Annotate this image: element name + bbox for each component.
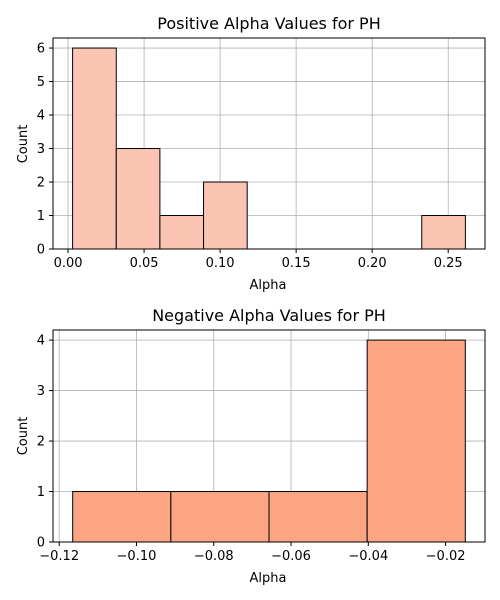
histogram-bar [203,181,248,250]
y-axis-label: Count [16,417,31,456]
y-tick-label: 3 [37,384,45,399]
x-tick-label: −0.06 [271,549,311,564]
histogram-bar [115,148,161,250]
histogram-bar [366,339,466,543]
x-axis-label: Alpha [250,278,287,293]
x-tick-label: −0.12 [39,549,79,564]
y-tick-label: 5 [37,75,45,90]
x-axis-label: Alpha [250,571,287,586]
chart-title: Negative Alpha Values for PH [152,306,386,325]
x-tick-label: −0.08 [194,549,234,564]
y-tick-label: 2 [37,176,45,191]
histogram-bar [72,491,172,543]
y-axis-label: Count [16,125,31,164]
y-tick-label: 1 [37,485,45,500]
axes-frame [52,37,486,250]
y-tick-label: 4 [37,334,45,349]
chart-negative-alpha: Negative Alpha Values for PH Alpha Count… [16,306,486,586]
chart-title: Positive Alpha Values for PH [157,14,380,33]
histogram-bar [72,47,117,250]
y-tick-label: 1 [37,209,45,224]
y-tick-label: 2 [37,435,45,450]
x-tick-label: 0.25 [434,256,463,271]
y-tick-label: 0 [37,536,45,551]
x-tick-label: 0.05 [130,256,159,271]
x-tick-label: −0.04 [348,549,388,564]
bars [72,47,466,250]
histogram-bar [421,215,466,250]
axes-frame [52,329,486,543]
x-tick-label: −0.10 [117,549,157,564]
y-tick-label: 6 [37,42,45,57]
histogram-bar [268,491,368,543]
x-tick-label: 0.15 [282,256,311,271]
x-tick-label: −0.02 [426,549,466,564]
y-tick-label: 0 [37,243,45,258]
x-tick-label: 0.00 [54,256,83,271]
histogram-bar [159,215,205,250]
y-tick-label: 4 [37,109,45,124]
x-tick-label: 0.20 [358,256,387,271]
y-tick-label: 3 [37,142,45,157]
chart-positive-alpha: Positive Alpha Values for PH Alpha Count… [16,14,486,293]
x-tick-label: 0.10 [206,256,235,271]
bars [72,339,466,543]
grid [53,38,485,250]
histogram-bar [170,491,270,543]
